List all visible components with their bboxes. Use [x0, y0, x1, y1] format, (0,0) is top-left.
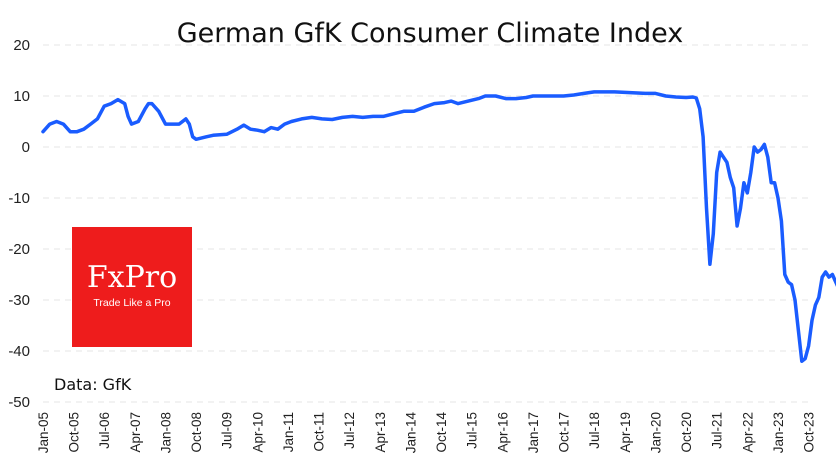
- x-tick-label: Oct-14: [434, 412, 449, 453]
- data-source-label: Data: GfK: [54, 375, 132, 394]
- x-tick-label: Jan-05: [36, 412, 51, 453]
- logo-wordmark: FxPro: [87, 260, 177, 295]
- x-tick-label: Jul-18: [587, 412, 602, 449]
- x-tick-label: Jan-20: [648, 412, 663, 453]
- y-tick-label: -10: [8, 190, 30, 207]
- x-tick-label: Jan-11: [281, 412, 296, 452]
- x-tick-label: Oct-05: [67, 412, 82, 453]
- x-tick-label: Oct-08: [189, 412, 204, 453]
- y-tick-label: -20: [8, 241, 30, 258]
- y-tick-label: 20: [13, 37, 30, 54]
- x-tick-label: Apr-13: [373, 412, 388, 453]
- x-tick-label: Jan-08: [158, 412, 173, 453]
- x-tick-label: Jan-23: [771, 412, 786, 453]
- x-tick-label: Jan-14: [403, 412, 418, 454]
- y-tick-label: -50: [8, 394, 30, 411]
- logo-tagline: Trade Like a Pro: [93, 297, 170, 309]
- x-tick-label: Jul-15: [465, 412, 480, 449]
- x-tick-label: Oct-17: [557, 412, 572, 453]
- series-line-gfk: [41, 90, 836, 363]
- x-tick-label: Jul-21: [710, 412, 725, 449]
- fxpro-logo: FxPro Trade Like a Pro: [72, 227, 192, 347]
- logo-background: [72, 227, 192, 347]
- chart-title: German GfK Consumer Climate Index: [177, 18, 684, 49]
- x-tick-label: Apr-10: [250, 412, 265, 453]
- x-tick-label: Oct-20: [679, 412, 694, 453]
- x-tick-label: Oct-23: [802, 412, 817, 453]
- y-tick-label: -40: [8, 343, 30, 360]
- y-tick-label: -30: [8, 292, 30, 309]
- x-tick-label: Jul-06: [97, 412, 112, 449]
- y-axis-ticks: 20 10 0 -10 -20 -30 -40 -50: [8, 37, 30, 411]
- x-tick-label: Oct-11: [312, 412, 327, 452]
- x-tick-label: Jul-09: [220, 412, 235, 449]
- x-tick-label: Jul-12: [342, 412, 357, 449]
- x-tick-label: Apr-22: [740, 412, 755, 453]
- x-axis-ticks: Jan-05 Oct-05 Jul-06 Apr-07 Jan-08 Oct-08 Jul-…: [36, 412, 817, 454]
- y-tick-label: 0: [22, 139, 30, 156]
- x-tick-label: Apr-16: [495, 412, 510, 453]
- x-tick-label: Apr-07: [128, 412, 143, 453]
- x-tick-label: Apr-19: [618, 412, 633, 453]
- y-tick-label: 10: [13, 88, 30, 105]
- x-tick-label: Jan-17: [526, 412, 541, 453]
